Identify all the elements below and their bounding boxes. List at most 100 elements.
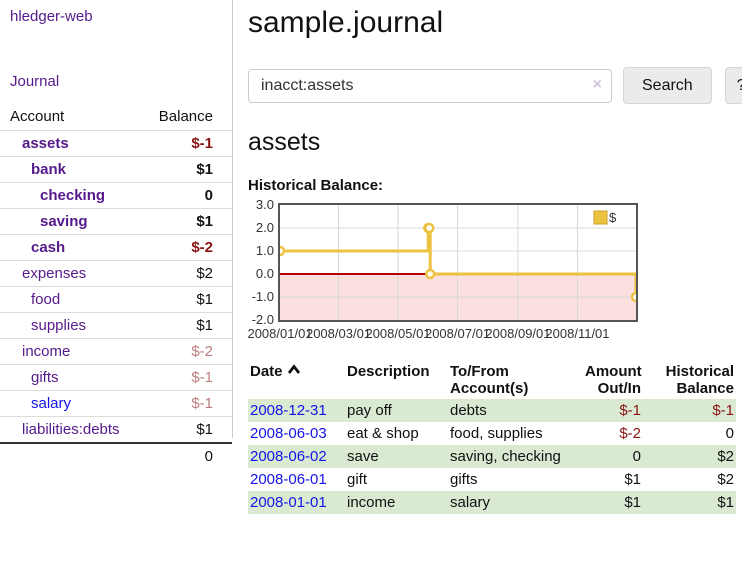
date-header-label: Date: [250, 363, 283, 380]
help-button[interactable]: ?: [724, 67, 742, 104]
description-cell: eat & shop: [347, 425, 419, 442]
data-point-marker: [274, 245, 286, 257]
account-row: checking 0: [0, 182, 232, 209]
sidebar-item-journal[interactable]: Journal: [10, 73, 60, 90]
account-link[interactable]: assets: [22, 135, 69, 152]
date-cell: 2008-06-02: [248, 445, 345, 468]
date-column-header[interactable]: Date: [248, 361, 345, 399]
description-cell: pay off: [345, 399, 448, 422]
app-title-link[interactable]: hledger-web: [10, 8, 93, 25]
account-name-cell: saving: [0, 208, 144, 235]
account-balance: $1: [143, 286, 232, 313]
search-bar: × Search ?: [248, 67, 742, 104]
account-balance: $-1: [143, 390, 232, 417]
accounts-column-header: To/From Account(s): [450, 363, 529, 397]
clear-search-icon[interactable]: ×: [592, 75, 602, 93]
account-link[interactable]: gifts: [31, 369, 59, 386]
account-name-cell: bank: [0, 156, 144, 183]
account-balance: $1: [143, 416, 232, 443]
search-input[interactable]: [248, 68, 612, 103]
amount-cell: 0: [583, 445, 643, 468]
account-name-cell: liabilities:debts: [0, 416, 144, 443]
account-row: expenses $2: [0, 260, 232, 287]
accounts-cell: gifts: [450, 471, 478, 488]
accounts-cell: saving, checking: [448, 445, 583, 468]
transaction-row: 2008-01-01 income salary $1 $1: [248, 491, 736, 514]
register-table-body: 2008-12-31 pay off debts $-1 $-1 2008-06-03 ea…: [248, 399, 736, 514]
balance-chart: $ 3.0 2.0 1.0 0.0 -1.0 -2.0 2008/01/01 2008/03/…: [247, 198, 742, 345]
account-name-cell: food: [0, 286, 144, 313]
amount-cell: $-1: [583, 399, 643, 422]
account-row: gifts $-1: [0, 364, 232, 391]
y-axis-tick-label: 2.0: [255, 220, 274, 235]
y-axis-tick-label: 3.0: [255, 197, 274, 212]
transaction-row: 2008-06-03 eat & shop food, supplies $-2 0: [248, 422, 736, 445]
search-input-wrapper: ×: [248, 68, 612, 103]
account-page-title: assets: [248, 128, 321, 156]
register-header-row: Date Description To/From Account(s) Amou…: [248, 361, 736, 399]
date-cell: 2008-01-01: [248, 491, 345, 514]
account-link[interactable]: income: [22, 343, 71, 360]
account-row: cash $-2: [0, 234, 232, 261]
account-balance: $2: [143, 260, 232, 287]
account-name-cell: gifts: [0, 364, 144, 391]
sort-ascending-icon: [287, 364, 300, 374]
account-name-cell: salary: [0, 390, 144, 417]
transaction-date-link[interactable]: 2008-06-03: [250, 425, 327, 442]
date-cell: 2008-12-31: [248, 399, 345, 422]
account-row: food $1: [0, 286, 232, 313]
account-link[interactable]: supplies: [31, 317, 87, 334]
data-point-marker: [423, 222, 435, 234]
account-table-body: assets $-1 bank $1 checking 0 saving $1 cash $-2 e…: [0, 130, 232, 443]
account-link[interactable]: bank: [31, 161, 67, 178]
accounts-total-row: 0: [0, 442, 232, 469]
x-axis-tick-label: 2008/01/01: [247, 326, 313, 341]
transaction-row: 2008-06-01 gift gifts $1 $2: [248, 468, 736, 491]
balance-column-header-register: Historical Balance: [665, 363, 734, 397]
balance-cell: 0: [725, 425, 734, 442]
transaction-date-link[interactable]: 2008-06-02: [250, 448, 327, 465]
account-name-cell: assets: [0, 130, 144, 157]
chart-plot-area[interactable]: $: [274, 203, 642, 322]
y-axis-tick-label: -2.0: [251, 312, 274, 327]
account-row: liabilities:debts $1: [0, 416, 232, 443]
description-cell: gift: [347, 471, 368, 488]
account-balance: $-1: [143, 130, 232, 157]
account-link[interactable]: salary: [31, 395, 72, 412]
account-row: salary $-1: [0, 390, 232, 417]
transaction-date-link[interactable]: 2008-01-01: [250, 494, 327, 511]
x-axis-tick-label: 2008/11/01: [545, 326, 610, 341]
y-axis-tick-label: 0.0: [255, 266, 274, 281]
page-title: sample.journal: [248, 6, 444, 39]
account-link[interactable]: liabilities:debts: [22, 421, 120, 438]
data-point-marker: [630, 291, 642, 303]
account-row: saving $1: [0, 208, 232, 235]
y-axis-tick-label: -1.0: [251, 289, 274, 304]
account-link[interactable]: food: [31, 291, 61, 308]
x-axis-tick-label: 2008/05/01: [365, 326, 431, 341]
total-balance: 0: [143, 442, 232, 469]
account-link[interactable]: checking: [40, 187, 106, 204]
legend-series-label: $: [609, 210, 617, 225]
transaction-row: 2008-12-31 pay off debts $-1 $-1: [248, 399, 736, 422]
account-name-cell: income: [0, 338, 144, 365]
amount-cell: $-2: [619, 425, 641, 442]
account-link[interactable]: expenses: [22, 265, 87, 282]
account-balance: $1: [143, 156, 232, 183]
account-link[interactable]: saving: [40, 213, 88, 230]
balance-cell: $2: [717, 471, 734, 488]
transaction-date-link[interactable]: 2008-12-31: [250, 402, 327, 419]
transaction-date-link[interactable]: 2008-06-01: [250, 471, 327, 488]
transaction-row: 2008-06-02 save saving, checking 0 $2: [248, 445, 736, 468]
account-balance: $-2: [143, 338, 232, 365]
x-axis-tick-label: 2008/03/01: [305, 326, 372, 341]
account-link[interactable]: cash: [31, 239, 66, 256]
amount-cell: $1: [624, 471, 641, 488]
account-balance: $1: [143, 312, 232, 339]
search-button[interactable]: Search: [623, 67, 712, 104]
accounts-cell: debts: [448, 399, 583, 422]
date-cell: 2008-06-03: [248, 422, 345, 445]
accounts-header-row: Account Balance: [0, 103, 232, 131]
description-cell: save: [345, 445, 448, 468]
balance-cell: $-1: [643, 399, 736, 422]
